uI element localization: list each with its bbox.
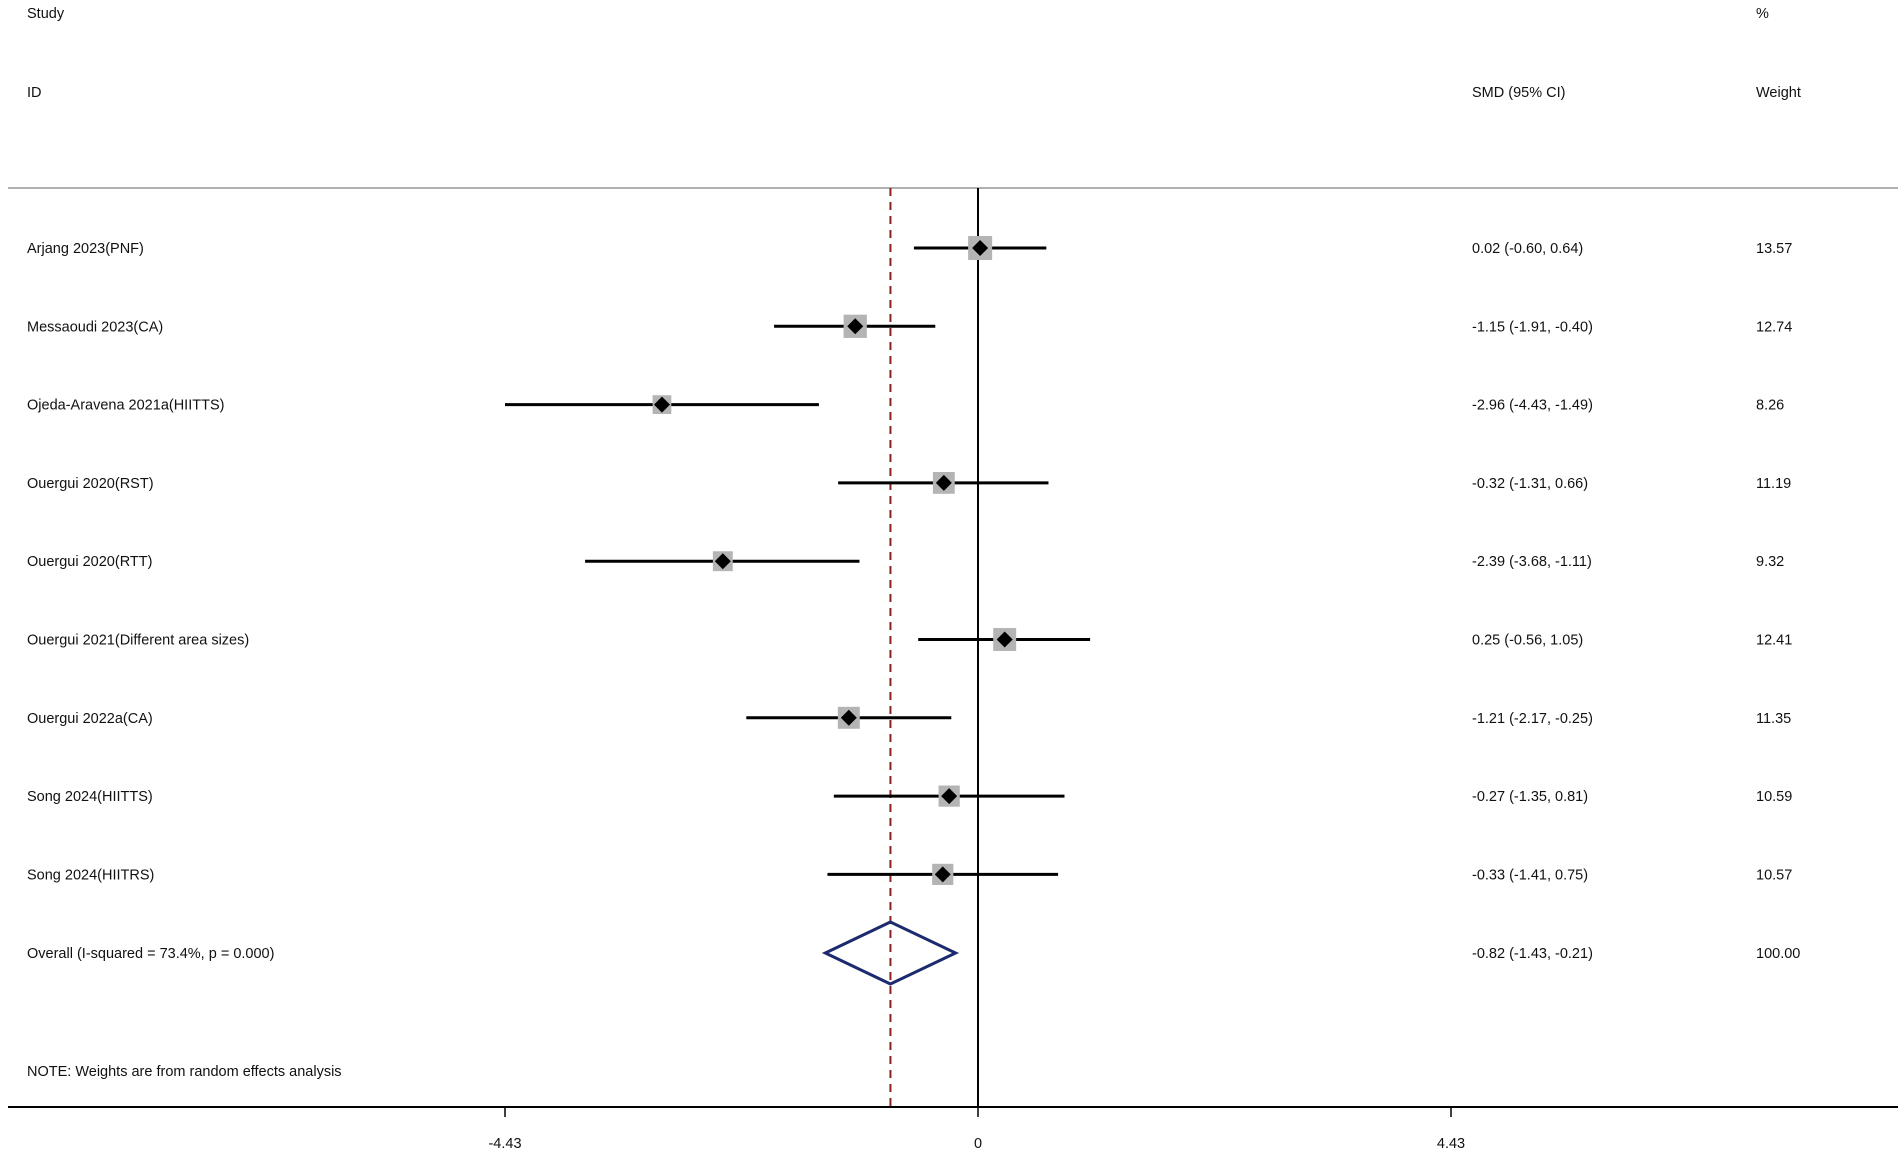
study-ci-text: -0.27 (-1.35, 0.81) [1472,789,1588,805]
study-label: Ouergui 2020(RTT) [27,554,152,570]
study-weight-text: 10.59 [1756,789,1792,805]
point-estimate [847,318,864,335]
study-ci-text: -1.15 (-1.91, -0.40) [1472,319,1593,335]
study-label: Ouergui 2021(Different area sizes) [27,633,249,649]
point-estimate [840,709,857,726]
point-estimate [972,240,989,256]
study-ci-text: -0.33 (-1.41, 0.75) [1472,867,1588,883]
overall-row: Overall (I-squared = 73.4%, p = 0.000) -… [27,920,1800,986]
study-ci-text: -2.96 (-4.43, -1.49) [1472,398,1593,414]
reference-lines [889,188,979,1107]
header-study: Study [27,6,65,22]
study-ci-text: -2.39 (-3.68, -1.11) [1472,554,1592,570]
header-weight-percent: % [1756,6,1769,22]
header-weight: Weight [1756,85,1801,101]
point-estimate [996,631,1013,648]
overall-ci-text: -0.82 (-1.43, -0.21) [1472,946,1593,962]
study-weight-text: 12.41 [1756,633,1792,649]
study-row: Ouergui 2020(RTT) -2.39 (-3.68, -1.11) 9.3… [27,551,1784,572]
study-rows: Arjang 2023(PNF) 0.02 (-0.60, 0.64) 13.57 M… [27,236,1792,885]
header-id: ID [27,85,42,101]
study-ci-text: -0.32 (-1.31, 0.66) [1472,476,1588,492]
study-weight-text: 13.57 [1756,241,1792,257]
overall-weight-text: 100.00 [1756,946,1800,962]
study-weight-text: 11.19 [1756,476,1791,492]
study-row: Ojeda-Aravena 2021a(HIITTS) -2.96 (-4.43,… [27,395,1784,414]
study-weight-text: 11.35 [1756,711,1791,727]
point-estimate [714,553,731,570]
study-ci-text: 0.25 (-0.56, 1.05) [1472,633,1583,649]
x-axis-ticks: -4.43 0 4.43 [488,1107,1465,1152]
overall-diamond [821,920,960,986]
x-tick-label: 4.43 [1437,1136,1465,1152]
study-label: Ojeda-Aravena 2021a(HIITTS) [27,398,224,414]
study-weight-text: 9.32 [1756,554,1784,570]
study-label: Arjang 2023(PNF) [27,241,144,257]
note-text: NOTE: Weights are from random effects an… [27,1064,342,1080]
study-row: Messaoudi 2023(CA) -1.15 (-1.91, -0.40) 12… [27,314,1792,338]
study-label: Song 2024(HIITTS) [27,789,153,805]
study-row: Ouergui 2020(RST) -0.32 (-1.31, 0.66) 11.1… [27,472,1791,494]
study-label: Messaoudi 2023(CA) [27,319,163,335]
point-estimate [934,866,951,883]
point-estimate [941,788,958,805]
study-ci-text: 0.02 (-0.60, 0.64) [1472,241,1583,257]
study-row: Ouergui 2022a(CA) -1.21 (-2.17, -0.25) 11.… [27,706,1791,729]
study-row: Song 2024(HIITRS) -0.33 (-1.41, 0.75) 10.5… [27,863,1792,885]
study-weight-text: 8.26 [1756,398,1784,414]
study-weight-text: 12.74 [1756,319,1792,335]
study-label: Song 2024(HIITRS) [27,867,154,883]
x-tick-label: -4.43 [488,1136,521,1152]
study-row: Arjang 2023(PNF) 0.02 (-0.60, 0.64) 13.57 [27,236,1792,260]
header-effect-label: SMD (95% CI) [1472,85,1565,101]
study-row: Ouergui 2021(Different area sizes) 0.25 (… [27,628,1792,651]
study-weight-text: 10.57 [1756,867,1792,883]
study-ci-text: -1.21 (-2.17, -0.25) [1472,711,1593,727]
overall-label: Overall (I-squared = 73.4%, p = 0.000) [27,946,274,962]
study-label: Ouergui 2022a(CA) [27,711,153,727]
study-label: Ouergui 2020(RST) [27,476,154,492]
x-tick-label: 0 [974,1136,982,1152]
point-estimate [935,474,952,491]
study-row: Song 2024(HIITTS) -0.27 (-1.35, 0.81) 10.5… [27,785,1792,807]
point-estimate [653,396,670,413]
